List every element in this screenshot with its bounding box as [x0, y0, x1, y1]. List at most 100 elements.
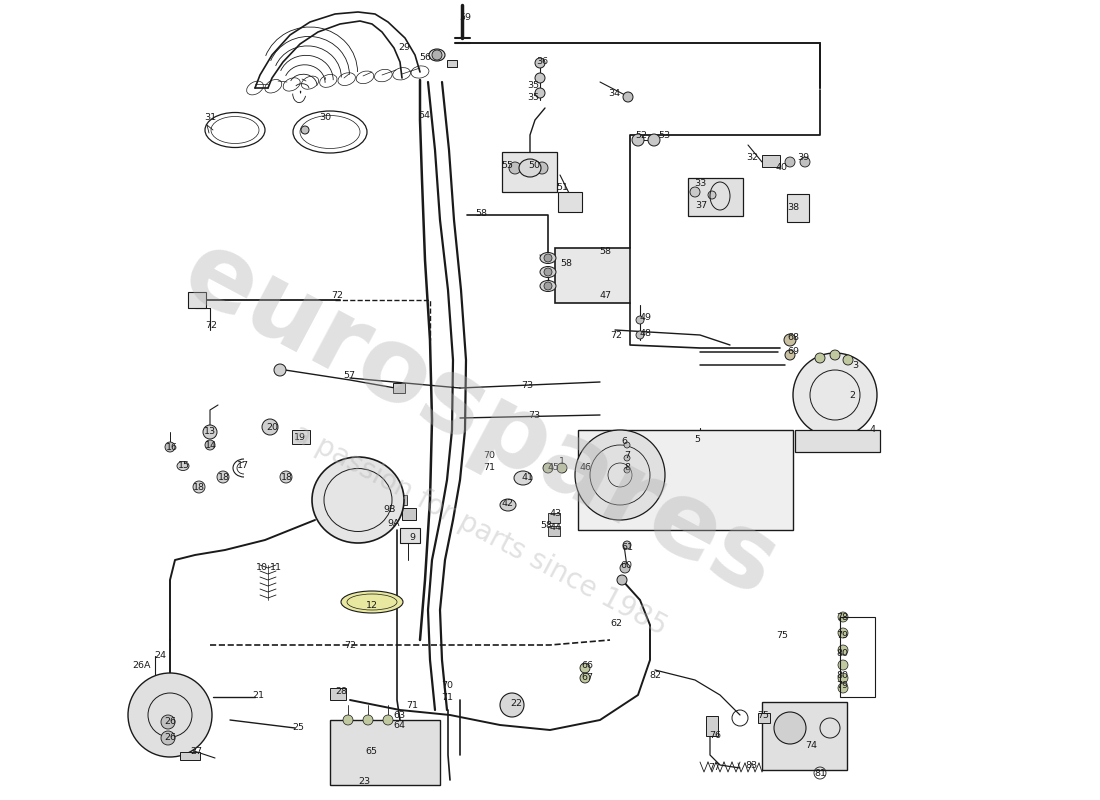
Text: 58: 58 — [560, 258, 572, 267]
Circle shape — [543, 463, 553, 473]
Ellipse shape — [177, 462, 189, 470]
Circle shape — [623, 541, 631, 549]
Text: 34: 34 — [608, 90, 620, 98]
Circle shape — [343, 715, 353, 725]
Text: 60: 60 — [620, 562, 632, 570]
Circle shape — [838, 683, 848, 693]
Text: 72: 72 — [331, 291, 343, 301]
Text: 82: 82 — [649, 671, 661, 681]
Circle shape — [557, 463, 566, 473]
Text: 70: 70 — [441, 682, 453, 690]
Bar — [706, 716, 718, 736]
Circle shape — [815, 353, 825, 363]
Circle shape — [128, 673, 212, 757]
Ellipse shape — [429, 49, 446, 61]
Circle shape — [535, 88, 544, 98]
Bar — [180, 752, 200, 760]
Text: 73: 73 — [521, 381, 534, 390]
Bar — [330, 688, 346, 700]
Text: 38: 38 — [786, 202, 799, 211]
Text: 47: 47 — [600, 291, 610, 301]
Text: 13: 13 — [204, 427, 216, 437]
Circle shape — [383, 715, 393, 725]
Bar — [762, 155, 780, 167]
Circle shape — [509, 162, 521, 174]
Text: 64: 64 — [393, 722, 405, 730]
Bar — [840, 617, 874, 697]
Text: 27: 27 — [190, 747, 202, 757]
Circle shape — [632, 134, 644, 146]
Text: 53: 53 — [658, 131, 670, 141]
Text: 30: 30 — [319, 113, 331, 122]
Text: 79: 79 — [836, 682, 848, 690]
Text: 36: 36 — [536, 57, 548, 66]
Text: 7: 7 — [624, 450, 630, 459]
Ellipse shape — [519, 159, 541, 177]
Text: 18: 18 — [218, 473, 230, 482]
Text: 14: 14 — [205, 441, 217, 450]
Circle shape — [636, 316, 644, 324]
Circle shape — [774, 712, 806, 744]
Circle shape — [830, 350, 840, 360]
Bar — [758, 713, 770, 723]
Ellipse shape — [540, 281, 556, 291]
Bar — [548, 513, 560, 523]
Circle shape — [838, 628, 848, 638]
Text: 40: 40 — [776, 162, 788, 171]
Text: 58: 58 — [600, 247, 610, 257]
Text: 78: 78 — [836, 613, 848, 622]
Circle shape — [274, 364, 286, 376]
Text: 4: 4 — [870, 426, 876, 434]
Text: eurospares: eurospares — [166, 221, 794, 619]
Circle shape — [580, 663, 590, 673]
Text: 8: 8 — [624, 462, 630, 471]
Text: 16: 16 — [166, 442, 178, 451]
Text: 75: 75 — [776, 631, 788, 641]
Text: 26A: 26A — [133, 662, 152, 670]
Text: 74: 74 — [805, 742, 817, 750]
Text: 26: 26 — [164, 718, 176, 726]
Text: 75: 75 — [757, 711, 769, 721]
Text: 72: 72 — [344, 642, 356, 650]
Text: 24: 24 — [154, 651, 166, 661]
Text: 69: 69 — [786, 347, 799, 357]
Ellipse shape — [500, 499, 516, 511]
Circle shape — [536, 162, 548, 174]
Text: 39: 39 — [796, 153, 810, 162]
Bar — [578, 430, 793, 530]
Text: 63: 63 — [393, 710, 405, 719]
Circle shape — [535, 58, 544, 68]
Text: 18: 18 — [192, 482, 205, 491]
Text: 1: 1 — [559, 457, 565, 466]
Text: 73: 73 — [528, 411, 540, 421]
Text: 19: 19 — [294, 433, 306, 442]
Text: 2: 2 — [849, 390, 855, 399]
Circle shape — [838, 673, 848, 683]
Text: 5: 5 — [694, 435, 700, 445]
Text: 3: 3 — [851, 361, 858, 370]
Text: 79: 79 — [836, 631, 848, 641]
Circle shape — [161, 731, 175, 745]
Text: 45: 45 — [547, 462, 559, 471]
Text: 58: 58 — [475, 210, 487, 218]
Circle shape — [617, 575, 627, 585]
Text: 49: 49 — [639, 313, 651, 322]
Text: 18: 18 — [280, 473, 293, 482]
Ellipse shape — [540, 266, 556, 278]
Text: 9: 9 — [409, 533, 415, 542]
Circle shape — [623, 92, 632, 102]
Text: 44: 44 — [550, 522, 562, 531]
Text: 57: 57 — [343, 371, 355, 381]
Text: 28: 28 — [336, 687, 346, 697]
Ellipse shape — [341, 591, 403, 613]
Circle shape — [843, 355, 852, 365]
Circle shape — [575, 430, 666, 520]
Text: 61: 61 — [621, 543, 632, 553]
Text: 54: 54 — [418, 111, 430, 121]
Text: 59: 59 — [459, 13, 471, 22]
Ellipse shape — [540, 253, 556, 263]
Circle shape — [620, 563, 630, 573]
Circle shape — [165, 442, 175, 452]
Text: 31: 31 — [204, 114, 216, 122]
Text: 17: 17 — [236, 462, 249, 470]
